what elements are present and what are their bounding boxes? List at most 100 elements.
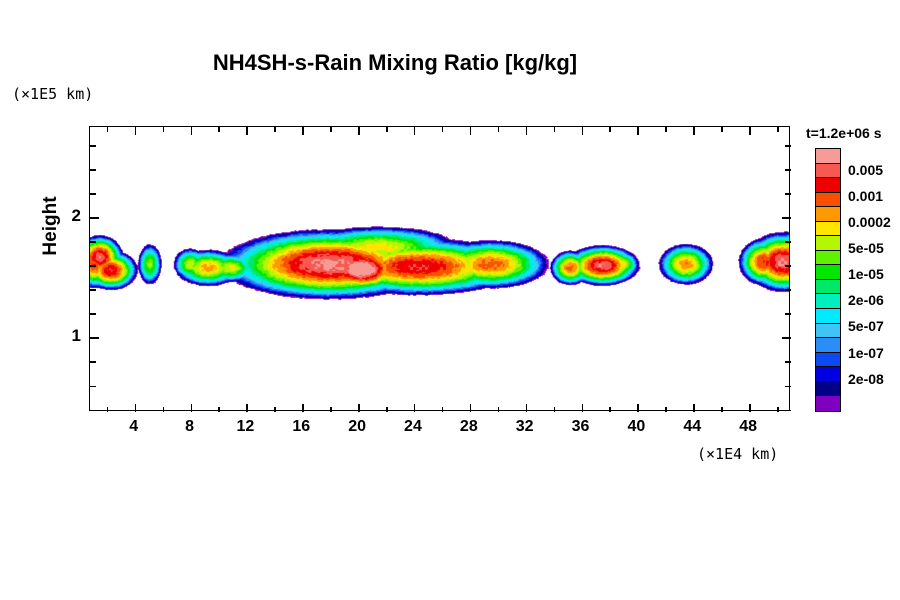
y-tick bbox=[90, 313, 96, 315]
colorbar-band-13 bbox=[816, 338, 840, 353]
x-tick bbox=[134, 127, 137, 135]
colorbar-band-9 bbox=[816, 279, 840, 295]
x-tick bbox=[693, 404, 695, 412]
y-tick bbox=[785, 169, 791, 171]
x-tick bbox=[218, 407, 220, 412]
colorbar-band-0 bbox=[816, 149, 840, 164]
x-tick bbox=[525, 127, 528, 135]
colorbar-band-12 bbox=[816, 323, 840, 339]
y-tick bbox=[90, 385, 96, 388]
x-tick bbox=[358, 404, 360, 412]
colorbar-label-5e-07: 5e-07 bbox=[848, 318, 884, 335]
x-tick-label-44: 44 bbox=[683, 418, 702, 435]
y-tick bbox=[785, 385, 791, 388]
colorbar-band-2 bbox=[816, 178, 840, 193]
x-tick bbox=[106, 127, 109, 132]
x-tick bbox=[637, 127, 639, 135]
y-tick bbox=[785, 289, 791, 291]
colorbar-band-4 bbox=[816, 207, 840, 222]
x-tick bbox=[497, 127, 500, 132]
x-tick bbox=[469, 127, 472, 135]
x-tick bbox=[274, 127, 276, 132]
x-tick bbox=[441, 407, 444, 412]
x-tick bbox=[302, 127, 304, 135]
y-tick bbox=[782, 337, 791, 339]
x-axis-unit-label: (×1E4 km) bbox=[697, 445, 779, 463]
x-tick bbox=[330, 127, 332, 132]
colorbar-label-2e-06: 2e-06 bbox=[848, 292, 884, 309]
x-tick bbox=[581, 404, 584, 412]
y-tick bbox=[90, 193, 96, 195]
y-tick bbox=[90, 169, 96, 171]
y-tick bbox=[782, 217, 791, 219]
colorbar-label-0.0002: 0.0002 bbox=[848, 214, 891, 231]
colorbar-band-14 bbox=[816, 352, 840, 368]
x-tick bbox=[525, 404, 528, 412]
plot-area bbox=[89, 126, 791, 412]
x-tick bbox=[777, 127, 779, 132]
time-annotation: t=1.2e+06 s bbox=[806, 125, 882, 141]
y-tick bbox=[90, 217, 99, 219]
y-tick bbox=[90, 361, 96, 363]
x-tick bbox=[190, 404, 193, 412]
x-tick-label-24: 24 bbox=[404, 418, 422, 435]
y-tick bbox=[90, 337, 99, 339]
x-tick bbox=[777, 407, 779, 412]
colorbar-band-10 bbox=[816, 294, 840, 310]
colorbar-band-1 bbox=[816, 163, 840, 179]
x-tick bbox=[581, 127, 584, 135]
x-tick-label-36: 36 bbox=[571, 418, 590, 435]
x-tick bbox=[497, 407, 500, 412]
x-tick bbox=[134, 404, 137, 412]
y-tick bbox=[785, 145, 791, 147]
x-tick bbox=[386, 407, 388, 412]
x-tick bbox=[553, 127, 556, 132]
colorbar-band-3 bbox=[816, 192, 840, 208]
x-tick bbox=[330, 407, 332, 412]
x-tick bbox=[413, 127, 416, 135]
y-tick bbox=[90, 265, 96, 267]
x-tick bbox=[413, 404, 416, 412]
y-tick bbox=[785, 361, 791, 363]
x-tick-label-28: 28 bbox=[459, 418, 478, 435]
y-tick bbox=[785, 241, 791, 243]
x-tick bbox=[693, 127, 695, 135]
x-tick bbox=[246, 127, 248, 135]
colorbar-label-0.005: 0.005 bbox=[848, 162, 884, 178]
y-tick bbox=[90, 241, 96, 243]
x-tick bbox=[749, 404, 751, 412]
colorbar-band-11 bbox=[816, 309, 840, 324]
x-tick-label-48: 48 bbox=[739, 418, 757, 435]
x-tick bbox=[609, 127, 611, 132]
x-tick bbox=[302, 404, 304, 412]
x-tick-label-32: 32 bbox=[515, 418, 534, 435]
x-tick bbox=[441, 127, 444, 132]
colorbar-band-8 bbox=[816, 265, 840, 280]
x-tick bbox=[469, 404, 472, 412]
y-axis-tick-labels bbox=[0, 0, 80, 600]
colorbar-label-5e-05: 5e-05 bbox=[848, 240, 884, 257]
y-axis-unit-label: (×1E5 km) bbox=[12, 85, 94, 103]
colorbar-band-7 bbox=[816, 250, 840, 266]
colorbar-label-1e-07: 1e-07 bbox=[848, 344, 884, 361]
x-tick bbox=[246, 404, 248, 412]
y-tick bbox=[785, 313, 791, 315]
x-tick bbox=[609, 407, 611, 412]
y-tick bbox=[90, 145, 96, 147]
x-tick bbox=[665, 407, 667, 412]
y-tick-label-2: 2 bbox=[71, 206, 81, 226]
y-tick bbox=[785, 193, 791, 195]
x-tick bbox=[106, 407, 109, 412]
x-tick bbox=[190, 127, 193, 135]
colorbar-label-2e-08: 2e-08 bbox=[848, 370, 884, 387]
x-tick-label-20: 20 bbox=[348, 418, 367, 435]
colorbar-band-6 bbox=[816, 236, 840, 251]
colorbar bbox=[815, 148, 841, 412]
x-tick-label-16: 16 bbox=[292, 418, 311, 435]
colorbar-label-1e-05: 1e-05 bbox=[848, 266, 884, 283]
x-tick-label-4: 4 bbox=[129, 418, 139, 435]
y-tick bbox=[90, 289, 96, 291]
colorbar-band-17 bbox=[816, 396, 840, 411]
y-tick bbox=[785, 409, 791, 412]
y-tick bbox=[90, 409, 96, 412]
